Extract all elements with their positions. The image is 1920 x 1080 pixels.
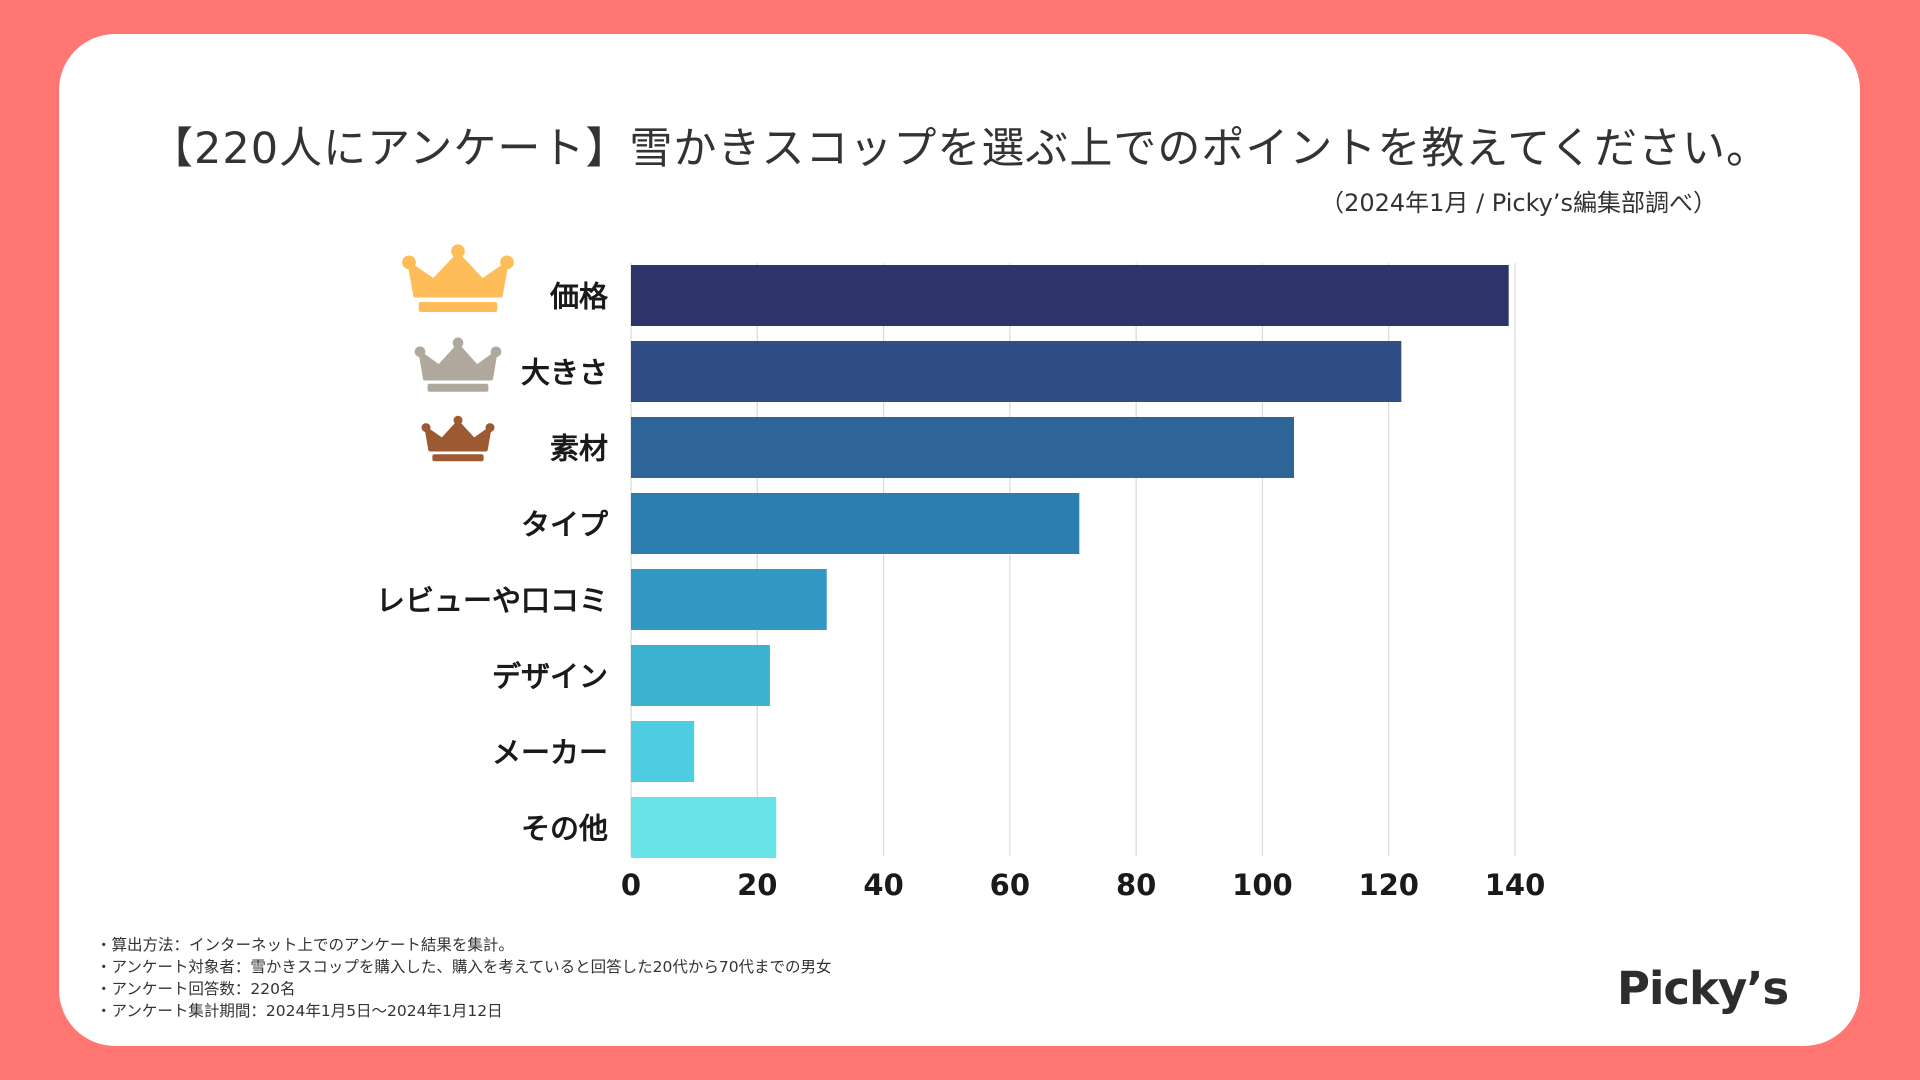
crown-icon-rank-1 bbox=[402, 244, 514, 312]
crown-icon-rank-3 bbox=[421, 415, 495, 462]
bar bbox=[631, 417, 1294, 478]
bar bbox=[631, 797, 777, 858]
bar bbox=[631, 569, 827, 630]
footnote-target: ・アンケート対象者：雪かきスコップを購入した、購入を考えていると回答した20代か… bbox=[96, 958, 832, 976]
footnotes: ・算出方法：インターネット上でのアンケート結果を集計。 ・アンケート対象者：雪か… bbox=[96, 934, 832, 1022]
bar bbox=[631, 645, 770, 706]
category-label: 価格 bbox=[549, 280, 609, 314]
x-axis-ticks: 0 20 40 60 80 100 120 140 bbox=[621, 868, 1545, 902]
x-tick-label: 0 bbox=[621, 868, 641, 902]
category-label: デザイン bbox=[492, 660, 608, 694]
bars bbox=[631, 265, 1509, 858]
x-tick-label: 140 bbox=[1485, 868, 1546, 902]
category-label: タイプ bbox=[521, 508, 609, 542]
category-label: メーカー bbox=[492, 736, 608, 770]
x-tick-label: 60 bbox=[990, 868, 1030, 902]
brand-logo: Picky’s bbox=[1617, 962, 1789, 1015]
footnote-method: ・算出方法：インターネット上でのアンケート結果を集計。 bbox=[96, 936, 514, 954]
bar bbox=[631, 721, 695, 782]
bar bbox=[631, 341, 1402, 402]
bar bbox=[631, 493, 1080, 554]
chart-source: （2024年1月 / Picky’s編集部調べ） bbox=[1320, 189, 1717, 217]
rank-crowns bbox=[402, 244, 514, 462]
category-label: 素材 bbox=[550, 432, 608, 466]
bar bbox=[631, 265, 1509, 326]
footnote-period: ・アンケート集計期間：2024年1月5日〜2024年1月12日 bbox=[96, 1002, 503, 1020]
x-tick-label: 80 bbox=[1116, 868, 1156, 902]
category-label: レビューや口コミ bbox=[376, 584, 608, 618]
x-tick-label: 20 bbox=[737, 868, 777, 902]
footnote-responses: ・アンケート回答数：220名 bbox=[96, 980, 296, 998]
crown-icon-rank-2 bbox=[414, 337, 502, 392]
x-tick-label: 40 bbox=[863, 868, 903, 902]
x-tick-label: 100 bbox=[1232, 868, 1293, 902]
x-tick-label: 120 bbox=[1358, 868, 1419, 902]
category-label: その他 bbox=[521, 812, 608, 846]
category-label: 大きさ bbox=[521, 356, 608, 390]
chart-title: 【220人にアンケート】雪かきスコップを選ぶ上でのポイントを教えてください。 bbox=[150, 124, 1770, 174]
